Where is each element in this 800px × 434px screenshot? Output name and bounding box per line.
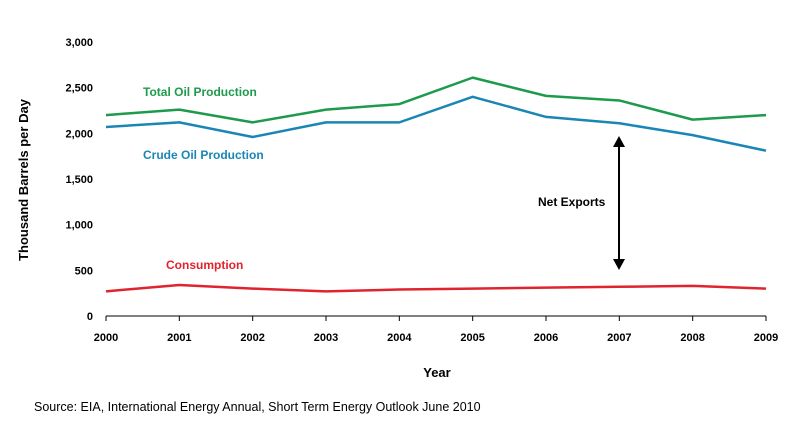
series-line-total-oil-production [105,76,767,124]
net-exports-label: Net Exports [538,195,606,209]
x-tick-label: 2008 [680,332,704,344]
y-tick-label: 3,000 [65,37,93,49]
y-tick-label: 500 [75,265,93,277]
y-tick-label: 2,500 [65,83,93,95]
x-tick-label: 2005 [460,332,484,344]
y-axis-title: Thousand Barrels per Day [16,98,31,261]
x-tick-label: 2009 [754,332,778,344]
series-lines [105,76,767,293]
x-tick-label: 2004 [387,332,412,344]
y-axis-ticks: 0 500 1,000 1,500 2,000 2,500 3,000 [65,37,93,323]
x-axis-ticks: 2000 2001 2002 2003 2004 2005 2006 2007 2008 2009 [94,316,778,344]
y-tick-label: 1,000 [65,220,93,232]
source-note: Source: EIA, International Energy Annual… [34,400,481,414]
series-label-total-oil-production: Total Oil Production [143,85,257,99]
y-tick-label: 2,000 [65,128,93,140]
x-tick-label: 2000 [94,332,118,344]
series-label-consumption: Consumption [166,258,243,272]
x-tick-label: 2002 [240,332,264,344]
y-tick-label: 1,500 [65,174,93,186]
series-label-crude-oil-production: Crude Oil Production [143,148,264,162]
net-exports-arrow [613,136,625,270]
x-tick-label: 2003 [314,332,338,344]
x-axis-title: Year [423,365,450,380]
y-tick-label: 0 [87,311,93,323]
series-line-consumption [105,283,767,293]
series-line-crude-oil-production [105,95,767,152]
x-tick-label: 2001 [167,332,191,344]
x-tick-label: 2006 [534,332,558,344]
x-tick-label: 2007 [607,332,631,344]
